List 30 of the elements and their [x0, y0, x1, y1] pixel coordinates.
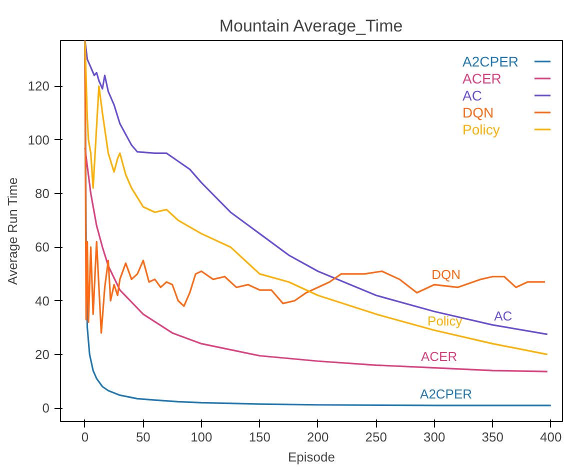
legend-label: A2CPER — [462, 54, 519, 70]
x-tick-label: 200 — [307, 430, 329, 444]
text: DQN — [462, 104, 494, 120]
x-tick-label: 300 — [424, 430, 446, 444]
annotation: DQN — [432, 267, 460, 282]
annotation: Policy — [428, 314, 463, 329]
chart-title: Mountain Average_Time — [219, 16, 403, 36]
y-tick-label: 60 — [35, 240, 50, 255]
x-tick-label: 50 — [136, 430, 150, 444]
x-tick-label: 400 — [540, 430, 562, 444]
y-tick-label: 100 — [28, 132, 50, 148]
annotation: ACER — [420, 348, 458, 364]
y-tick-label: 0 — [42, 400, 50, 416]
x-tick-label: 150 — [248, 430, 271, 444]
legend-label: ACER — [462, 70, 502, 86]
y-tick-label: 20 — [35, 346, 50, 362]
y-tick-label: 120 — [28, 78, 50, 94]
x-tick-label: 100 — [190, 430, 212, 444]
y-tick-label: 80 — [35, 186, 50, 201]
x-axis-title: Episode — [288, 450, 335, 464]
annotation: AC — [494, 308, 512, 324]
x-tick-label: 0 — [81, 430, 89, 444]
y-axis-title: Average Run Time — [4, 177, 20, 285]
text: AC — [462, 88, 482, 104]
y-tick-label: 40 — [35, 293, 50, 308]
x-tick-label: 250 — [365, 430, 387, 444]
x-tick-label: 350 — [482, 430, 504, 444]
annotation: A2CPER — [420, 386, 472, 402]
text: Policy — [462, 122, 500, 138]
line-series — [84, 147, 548, 372]
